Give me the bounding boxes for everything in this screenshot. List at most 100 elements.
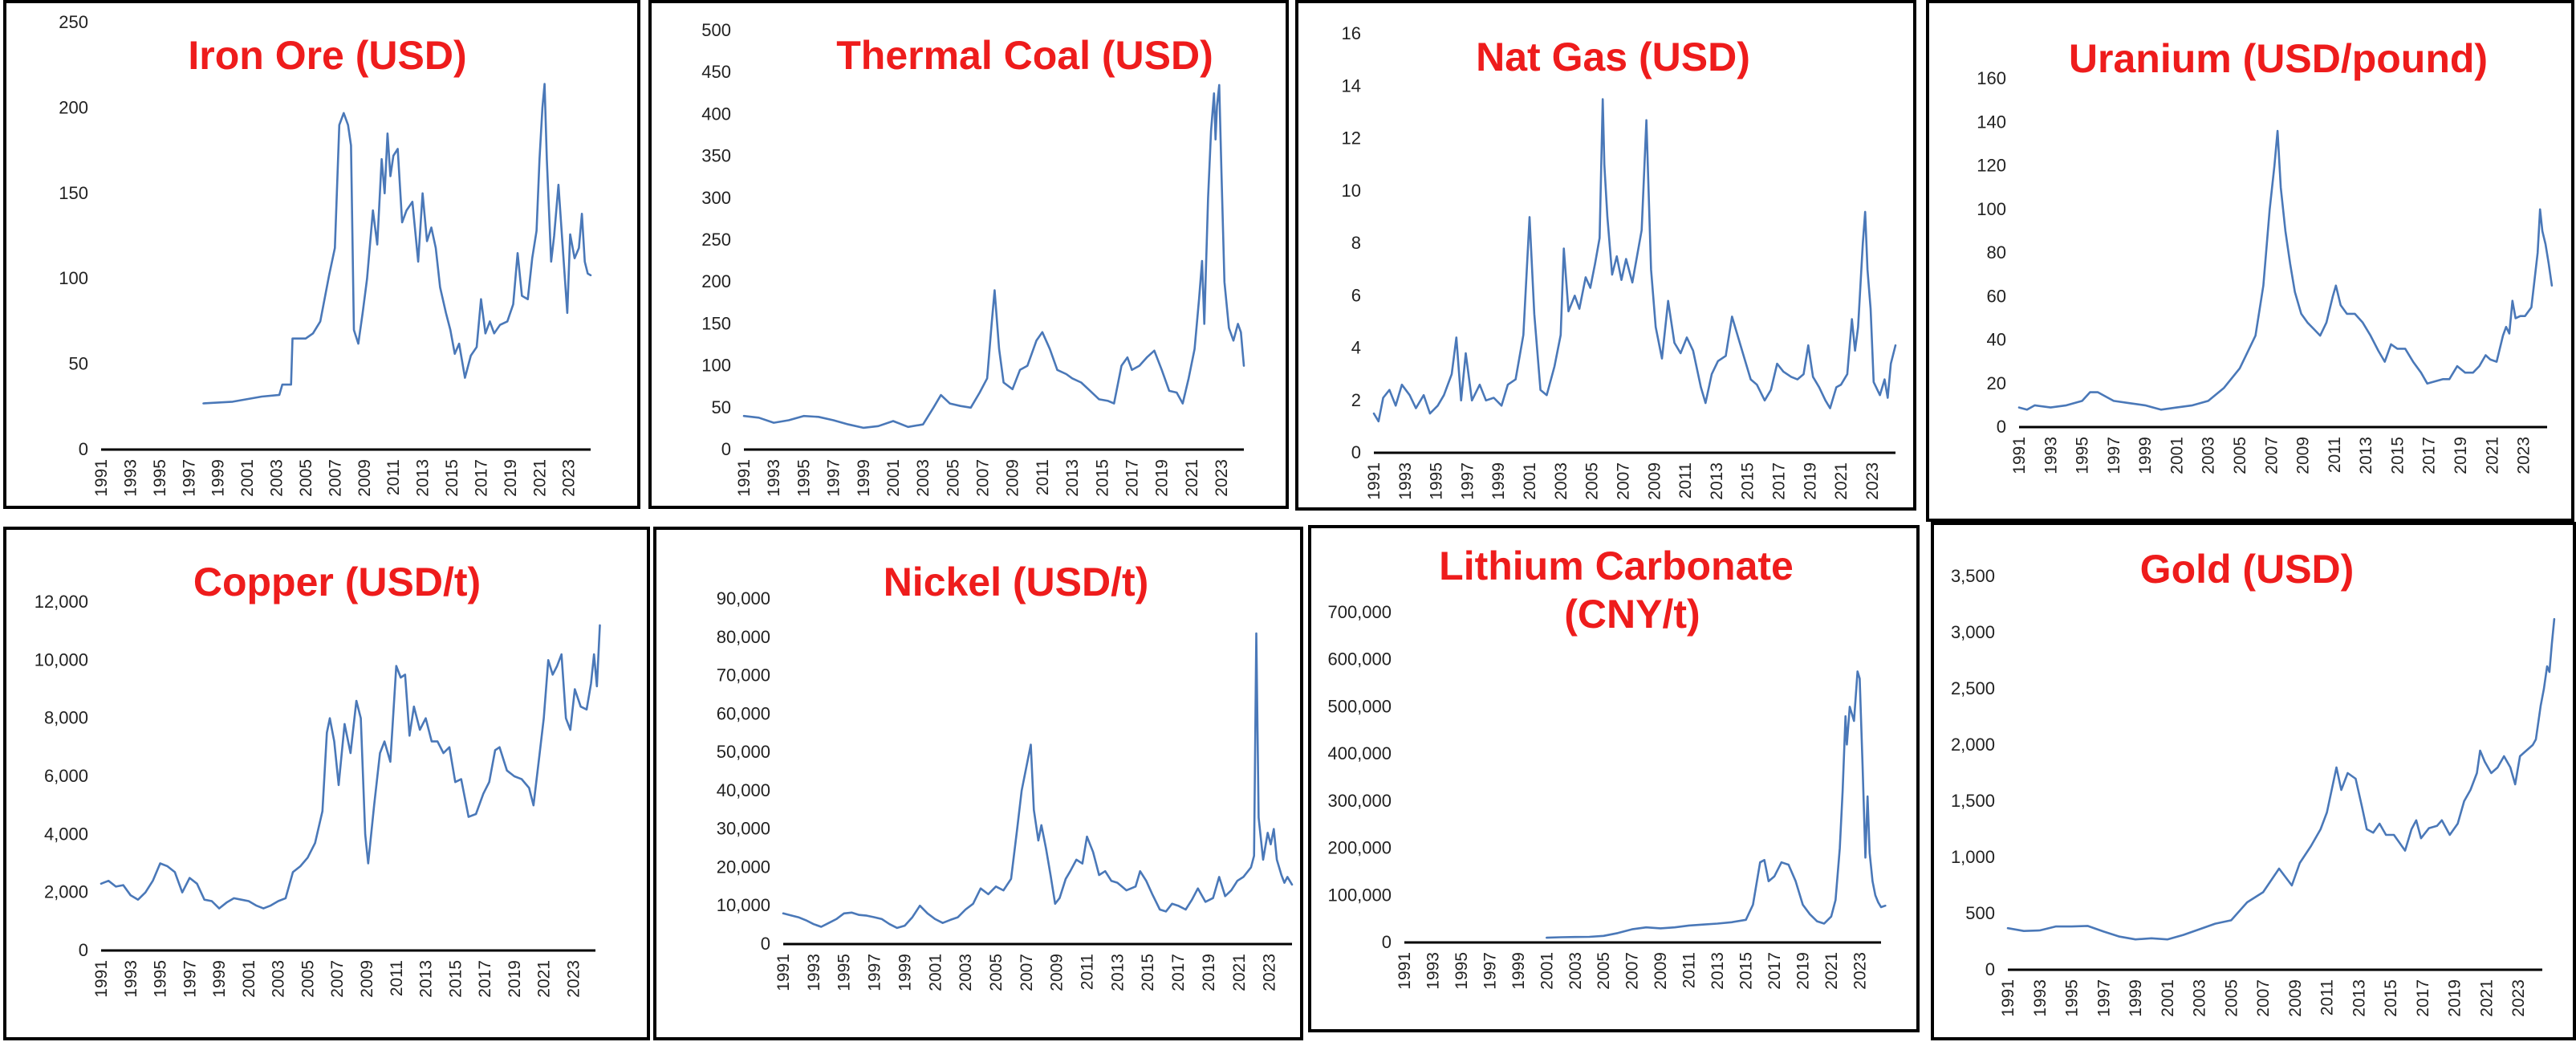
y-tick-label: 6,000 xyxy=(44,766,88,786)
x-tick-label: 1993 xyxy=(122,960,140,998)
x-tick-label: 1997 xyxy=(1458,462,1477,500)
y-tick-label: 60 xyxy=(1987,286,2006,306)
y-tick-label: 0 xyxy=(1351,442,1361,462)
y-tick-label: 400 xyxy=(701,104,731,124)
chart-title: Iron Ore (USD) xyxy=(188,33,466,78)
x-tick-label: 2007 xyxy=(974,459,993,497)
y-tick-label: 10,000 xyxy=(717,895,770,915)
x-tick-label: 2019 xyxy=(506,960,524,998)
y-tick-label: 12,000 xyxy=(35,592,88,612)
y-tick-label: 16 xyxy=(1342,23,1361,43)
x-tick-label: 2009 xyxy=(1004,459,1022,497)
x-tick-label: 1999 xyxy=(210,960,229,998)
x-tick-label: 2017 xyxy=(472,459,490,497)
x-tick-label: 2013 xyxy=(1108,954,1127,991)
y-tick-label: 2,500 xyxy=(1951,678,1995,698)
y-tick-label: 140 xyxy=(1977,112,2006,132)
y-tick-label: 300 xyxy=(701,188,731,208)
x-tick-label: 2003 xyxy=(2200,437,2218,474)
chart-svg: Iron Ore (USD) 0 50 100 150 200 250 1991 1993 199… xyxy=(59,12,592,497)
x-tick-label: 2015 xyxy=(446,960,465,998)
x-tick-label: 2007 xyxy=(2262,437,2281,474)
x-tick-label: 2011 xyxy=(1680,952,1699,988)
x-tick-label: 1995 xyxy=(794,459,813,497)
x-tick-label: 2019 xyxy=(1153,459,1172,497)
chart-panel-nickel: Nickel (USD/t) 0 10,000 20,000 30,000 40,000 5… xyxy=(653,527,1303,1040)
x-tick-label: 1995 xyxy=(1453,952,1471,990)
x-tick-label: 2007 xyxy=(1623,952,1642,990)
y-tick-label: 200 xyxy=(59,97,88,117)
x-tick-label: 2013 xyxy=(1709,952,1727,990)
y-tick-label: 30,000 xyxy=(717,819,770,839)
y-tick-label: 2,000 xyxy=(1951,735,1995,755)
x-tick-label: 1991 xyxy=(735,459,754,497)
x-tick-label: 2013 xyxy=(414,459,433,497)
y-tick-label: 3,500 xyxy=(1951,566,1995,586)
y-tick-label: 4,000 xyxy=(44,824,88,844)
x-tick-label: 2005 xyxy=(297,459,315,497)
y-tick-label: 90,000 xyxy=(717,588,770,609)
x-tick-label: 2015 xyxy=(1093,459,1111,497)
x-tick-label: 2003 xyxy=(2191,979,2209,1017)
x-tick-label: 2015 xyxy=(443,459,461,497)
chart-title: Nat Gas (USD) xyxy=(1476,35,1750,79)
x-tick-label: 1999 xyxy=(209,459,228,497)
x-tick-label: 2023 xyxy=(1863,462,1882,500)
x-tick-label: 1995 xyxy=(151,459,169,497)
y-tick-label: 50 xyxy=(69,354,88,374)
y-tick-label: 500 xyxy=(1965,903,1995,923)
x-tick-label: 2011 xyxy=(1079,954,1097,990)
x-tick-label: 2019 xyxy=(1200,954,1218,991)
x-tick-label: 2009 xyxy=(356,459,374,497)
lithium-carbonate-price-line xyxy=(1546,670,1887,939)
x-tick-label: 2007 xyxy=(1614,462,1632,500)
y-tick-label: 70,000 xyxy=(717,665,770,686)
y-tick-label: 14 xyxy=(1342,75,1361,96)
x-tick-label: 2023 xyxy=(564,960,583,998)
x-tick-label: 2003 xyxy=(1552,462,1570,500)
x-tick-label: 2005 xyxy=(2222,979,2241,1017)
x-tick-label: 2009 xyxy=(1645,462,1664,500)
x-tick-label: 2015 xyxy=(1139,954,1157,991)
x-tick-label: 2011 xyxy=(384,459,403,495)
x-tick-label: 1993 xyxy=(1396,462,1415,500)
x-tick-label: 2007 xyxy=(326,459,344,497)
x-tick-label: 2013 xyxy=(2357,437,2375,474)
x-tick-label: 2021 xyxy=(1230,954,1249,991)
x-tick-label: 1999 xyxy=(855,459,873,497)
y-tick-label: 250 xyxy=(59,12,88,32)
x-tick-label: 1991 xyxy=(2010,437,2029,474)
y-tick-label: 200 xyxy=(701,271,731,291)
chart-title: Nickel (USD/t) xyxy=(884,560,1149,604)
x-tick-label: 1999 xyxy=(1509,952,1528,990)
y-tick-label: 10,000 xyxy=(35,649,88,670)
x-tick-label: 2019 xyxy=(2446,979,2464,1017)
x-tick-label: 2017 xyxy=(476,960,494,998)
x-tick-label: 2001 xyxy=(1521,462,1539,500)
x-tick-label: 1997 xyxy=(2105,437,2123,474)
y-tick-label: 1,000 xyxy=(1951,847,1995,867)
x-tick-label: 1997 xyxy=(181,960,199,998)
x-tick-label: 2009 xyxy=(1048,954,1067,991)
y-tick-label: 450 xyxy=(701,62,731,82)
chart-title: Gold (USD) xyxy=(2140,547,2355,592)
x-tick-label: 2011 xyxy=(388,960,406,996)
y-tick-label: 20,000 xyxy=(717,857,770,877)
chart-svg: Thermal Coal (USD) 0 50 100 150 200 250 300 350 4… xyxy=(701,20,1245,497)
chart-panel-thermal-coal: Thermal Coal (USD) 0 50 100 150 200 250 300 350 4… xyxy=(648,0,1289,509)
x-tick-label: 2021 xyxy=(2483,437,2501,474)
thermal-coal-price-line xyxy=(742,83,1245,429)
x-tick-label: 2021 xyxy=(1832,462,1851,500)
x-tick-label: 1999 xyxy=(2136,437,2155,474)
y-tick-label: 500,000 xyxy=(1327,696,1392,716)
x-tick-label: 2021 xyxy=(2477,979,2496,1017)
y-tick-label: 350 xyxy=(701,146,731,166)
x-tick-label: 1995 xyxy=(1428,462,1446,500)
y-tick-label: 40,000 xyxy=(717,780,770,800)
chart-svg: Lithium Carbonate (CNY/t) 0 100,000 200,000 3… xyxy=(1327,543,1887,990)
chart-panel-lithium-carbonate: Lithium Carbonate (CNY/t) 0 100,000 200,000 3… xyxy=(1308,525,1920,1032)
y-tick-label: 0 xyxy=(79,940,88,960)
x-tick-label: 2013 xyxy=(2350,979,2368,1017)
x-tick-label: 2003 xyxy=(270,960,288,998)
x-tick-label: 1995 xyxy=(835,954,854,991)
